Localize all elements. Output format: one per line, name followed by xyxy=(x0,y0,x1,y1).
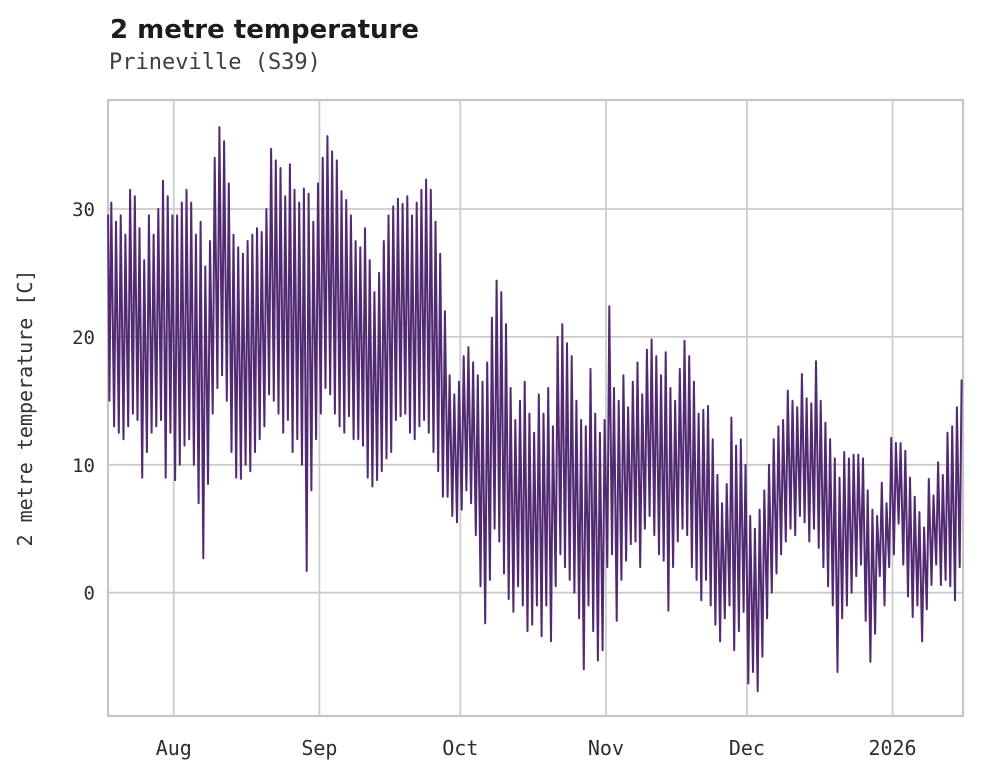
plot-border xyxy=(106,98,965,718)
x-tick-label: Nov xyxy=(588,736,624,760)
x-axis-tick-labels: Aug Sep Oct Nov Dec 2026 xyxy=(156,736,917,760)
x-tick-label: Dec xyxy=(729,736,765,760)
x-tick-label: Aug xyxy=(156,736,192,760)
y-axis-label: 2 metre temperature [C] xyxy=(13,270,37,547)
x-tick-label: Oct xyxy=(442,736,478,760)
temperature-series-line xyxy=(107,126,963,693)
y-tick-label: 0 xyxy=(84,583,95,605)
chart-title: 2 metre temperature xyxy=(110,15,419,45)
chart-subtitle: Prineville (S39) xyxy=(109,50,321,75)
y-tick-label: 20 xyxy=(72,327,95,349)
y-tick-label: 30 xyxy=(72,199,95,221)
y-axis-tick-labels: 0 10 20 30 xyxy=(72,199,95,605)
x-tick-label: Sep xyxy=(301,736,337,760)
y-tick-label: 10 xyxy=(72,455,95,477)
x-tick-label: 2026 xyxy=(868,736,916,760)
